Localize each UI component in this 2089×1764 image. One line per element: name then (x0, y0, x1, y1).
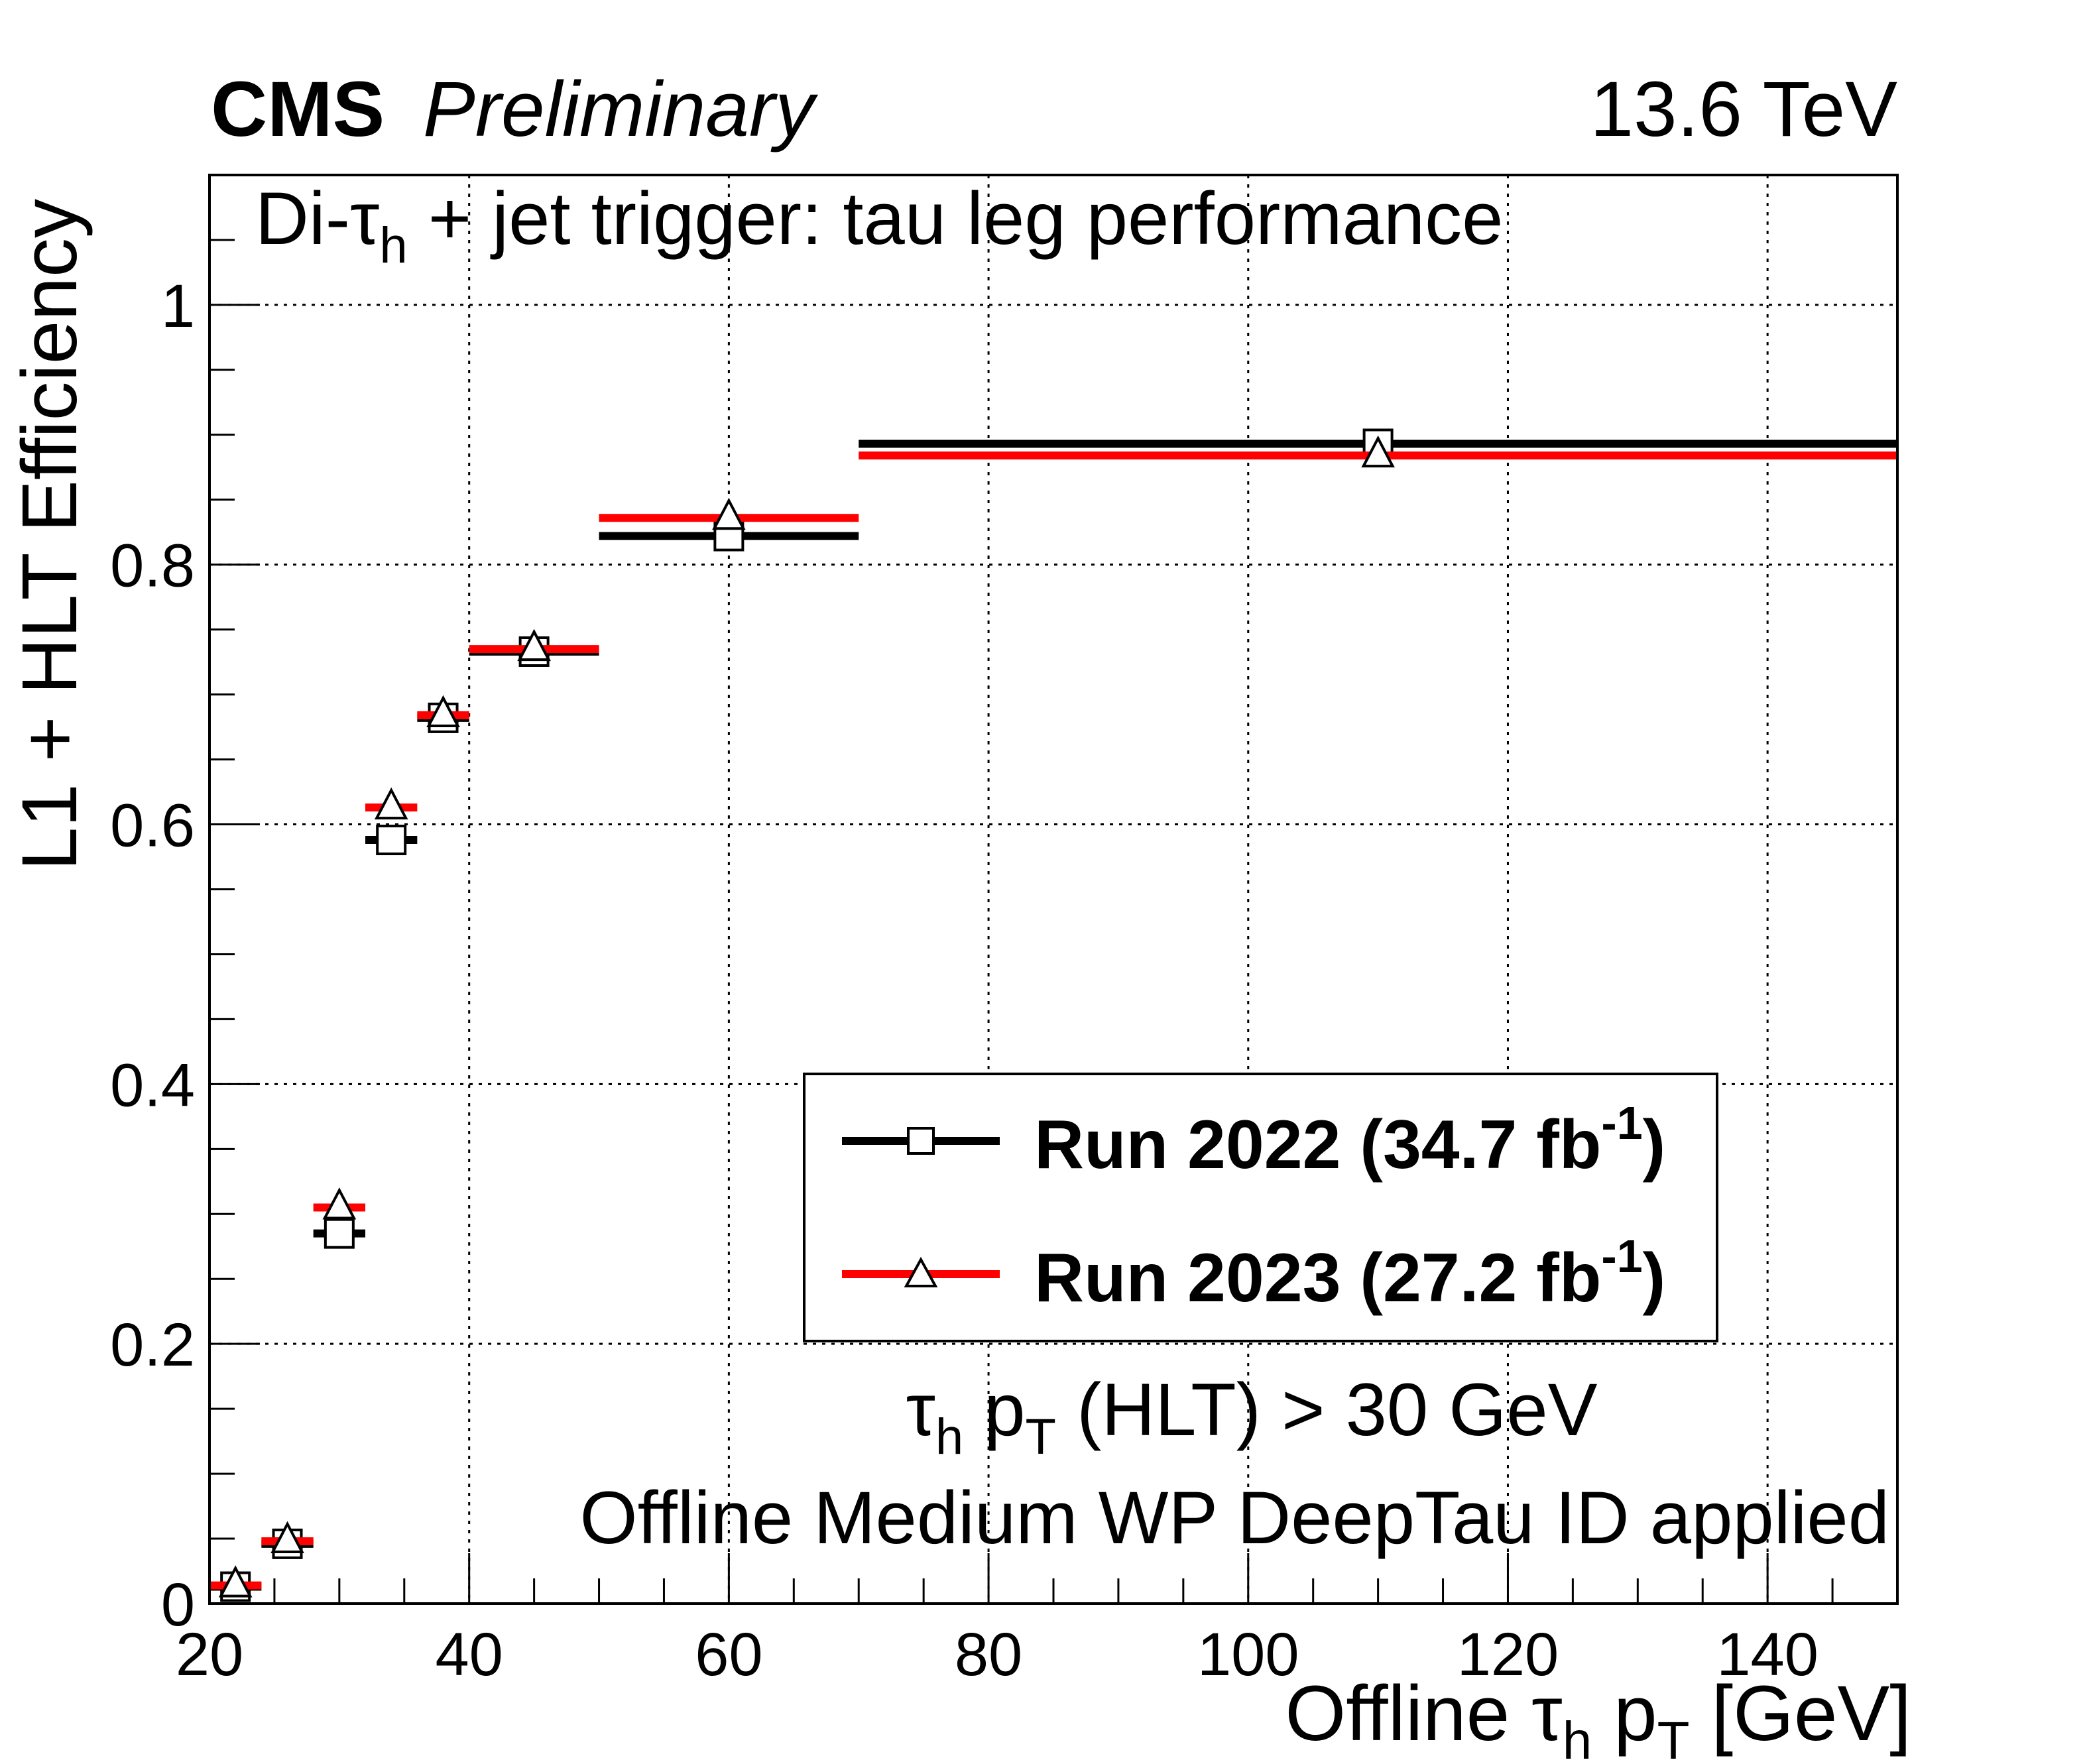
series-layer (209, 428, 1897, 1602)
tick-layer (208, 174, 1899, 1605)
x-tick-label: 120 (1457, 1621, 1559, 1688)
y-tick-label: 0.2 (110, 1311, 195, 1379)
cms-label: CMS (211, 66, 385, 153)
data-point-triangle (1361, 435, 1395, 468)
y-axis-title: L1 + HLT Efficiency (6, 199, 93, 870)
data-point-triangle (218, 1565, 253, 1598)
data-point-triangle (426, 695, 460, 727)
id-annotation: Offline Medium WP DeepTau ID applied (579, 1476, 1889, 1559)
legend-label-run2023: Run 2023 (27.2 fb-1) (1034, 1230, 1665, 1317)
legend: Run 2022 (34.7 fb-1) Run 2023 (27.2 fb-1… (803, 1073, 1718, 1342)
legend-marker-square (907, 1127, 935, 1155)
y-tick-label: 0.4 (110, 1051, 195, 1119)
preliminary-label: Preliminary (423, 66, 818, 153)
legend-box (803, 1073, 1718, 1342)
legend-marker-triangle (904, 1256, 938, 1287)
y-tick-label: 0.6 (110, 792, 195, 860)
data-point-square (324, 1218, 355, 1249)
data-point-triangle (270, 1521, 304, 1553)
x-tick-label: 140 (1716, 1621, 1819, 1688)
data-point-square (376, 825, 407, 856)
legend-entry-run2022: Run 2022 (34.7 fb-1) (842, 1097, 1665, 1183)
plot-frame (208, 174, 1899, 1605)
grid-layer (209, 175, 1897, 1604)
tick-label-layer: 20 40 60 80 100 120 140 0 0.2 0.4 0.6 0.8 1 (110, 272, 1819, 1688)
x-tick-label: 40 (436, 1621, 503, 1688)
legend-entry-run2023: Run 2023 (27.2 fb-1) (842, 1230, 1665, 1317)
y-tick-label: 0.8 (110, 532, 195, 600)
x-axis-title: Offline τh pT [GeV] (1285, 1670, 1911, 1764)
series-run-2023 (209, 435, 1897, 1598)
data-point-triangle (374, 787, 408, 820)
data-point-triangle (322, 1187, 357, 1220)
x-tick-label: 100 (1197, 1621, 1299, 1688)
x-tick-label: 60 (695, 1621, 762, 1688)
x-tick-label: 20 (176, 1621, 243, 1688)
energy-label: 13.6 TeV (1590, 66, 1897, 153)
x-tick-label: 80 (955, 1621, 1022, 1688)
y-tick-label: 0 (161, 1571, 195, 1639)
data-point-triangle (712, 497, 746, 530)
plot-title: Di-τh + jet trigger: tau leg performance (255, 177, 1503, 274)
y-tick-label: 1 (161, 272, 195, 340)
legend-label-run2022: Run 2022 (34.7 fb-1) (1034, 1097, 1665, 1183)
data-point-triangle (517, 628, 551, 662)
cut-annotation: τh pT (HLT) > 30 GeV (906, 1368, 1598, 1465)
